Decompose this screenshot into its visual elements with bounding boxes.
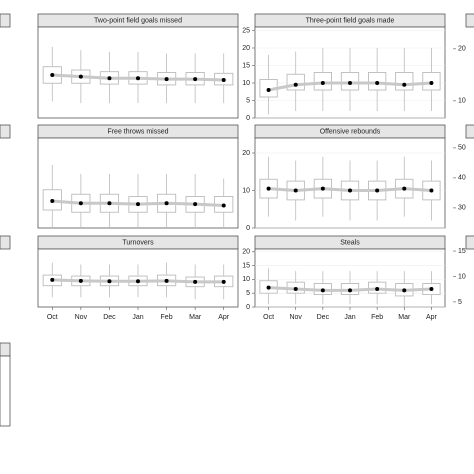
y-tick-label: 20 xyxy=(242,249,250,256)
mean-dot xyxy=(266,186,271,191)
mean-dot xyxy=(266,285,271,290)
mean-dot xyxy=(78,74,83,79)
partial-panel-header xyxy=(0,124,11,139)
mean-dot xyxy=(375,188,380,193)
x-tick-label: Feb xyxy=(371,314,383,321)
mean-dot xyxy=(293,82,298,87)
y-tick-label: 50 xyxy=(458,145,466,152)
mean-dot xyxy=(107,201,112,206)
x-tick-label: Oct xyxy=(47,314,58,321)
y-tick-label: 10 xyxy=(242,80,250,87)
partial-panel-header xyxy=(465,13,474,28)
x-tick-label: Jan xyxy=(132,314,143,321)
mean-dot xyxy=(402,186,407,191)
mean-dot xyxy=(429,287,434,292)
x-tick-label: Dec xyxy=(103,314,116,321)
y-tick-label: 15 xyxy=(458,248,466,255)
mean-dot xyxy=(429,188,434,193)
mean-dot xyxy=(164,201,169,206)
x-tick-label: Nov xyxy=(75,314,88,321)
mean-dot xyxy=(402,82,407,87)
mean-dot xyxy=(320,81,325,85)
x-tick-label: Mar xyxy=(398,314,411,321)
mean-dot xyxy=(107,279,112,284)
mean-dot xyxy=(429,81,434,85)
mean-dot xyxy=(348,288,352,293)
y-tick-label: 40 xyxy=(458,175,466,182)
mean-dot xyxy=(221,279,226,284)
mean-dot xyxy=(221,203,226,208)
x-tick-label: Apr xyxy=(218,314,230,321)
mean-dot xyxy=(320,288,325,293)
x-tick-label: Dec xyxy=(317,314,330,321)
partial-panel-header xyxy=(0,342,11,357)
box xyxy=(286,73,305,91)
mean-dot xyxy=(193,279,198,284)
mean-dot xyxy=(193,77,198,82)
y-tick-label: 5 xyxy=(458,299,462,306)
mean-dot xyxy=(164,77,169,82)
mean-dot xyxy=(293,188,298,193)
mean-dot xyxy=(348,81,352,85)
panel-title: Offensive rebounds xyxy=(320,128,381,135)
x-tick-label: Oct xyxy=(263,314,274,321)
y-tick-label: 0 xyxy=(246,115,250,122)
y-tick-label: 20 xyxy=(458,46,466,53)
y-tick-label: 10 xyxy=(458,273,466,280)
mean-dot xyxy=(193,202,198,207)
mean-dot xyxy=(375,81,380,85)
y-tick-label: 15 xyxy=(242,262,250,269)
y-tick-label: 10 xyxy=(242,276,250,283)
mean-dot xyxy=(293,287,298,292)
y-tick-label: 0 xyxy=(246,304,250,311)
mean-dot xyxy=(320,186,325,191)
mean-dot xyxy=(78,278,83,283)
y-tick-label: 15 xyxy=(242,62,250,69)
mean-dot xyxy=(136,279,140,284)
box xyxy=(395,72,414,91)
mean-dot xyxy=(50,277,55,282)
panel-title: Free throws missed xyxy=(107,128,168,135)
y-tick-label: 25 xyxy=(242,27,250,34)
y-tick-label: 20 xyxy=(242,45,250,52)
x-tick-label: Apr xyxy=(426,314,438,321)
y-tick-label: 10 xyxy=(458,98,466,105)
y-tick-label: 10 xyxy=(242,187,250,194)
mean-dot xyxy=(266,88,271,92)
y-tick-label: 0 xyxy=(246,225,250,232)
panel-title: Three-point field goals made xyxy=(306,17,395,24)
mean-dot xyxy=(375,287,380,292)
x-tick-label: Mar xyxy=(189,314,202,321)
partial-panel-header xyxy=(465,235,474,250)
mean-dot xyxy=(50,199,55,203)
mean-dot xyxy=(136,76,140,81)
mean-dot xyxy=(221,77,226,82)
mean-dot xyxy=(107,76,112,81)
mean-dot xyxy=(348,188,352,193)
partial-panel xyxy=(0,355,11,427)
panel-title: Steals xyxy=(340,239,360,246)
mean-dot xyxy=(164,278,169,283)
x-tick-label: Jan xyxy=(344,314,355,321)
y-tick-label: 5 xyxy=(246,290,250,297)
panel-title: Turnovers xyxy=(122,239,154,246)
y-tick-label: 20 xyxy=(242,150,250,157)
partial-panel-header xyxy=(0,13,11,28)
mean-dot xyxy=(50,72,55,77)
mean-dot xyxy=(402,288,407,293)
partial-panel-header xyxy=(0,235,11,250)
y-tick-label: 5 xyxy=(246,97,250,104)
x-tick-label: Nov xyxy=(289,314,302,321)
y-tick-label: 30 xyxy=(458,205,466,212)
mean-dot xyxy=(136,202,140,207)
partial-panel-header xyxy=(465,124,474,139)
mean-dot xyxy=(78,201,83,206)
x-tick-label: Feb xyxy=(161,314,173,321)
panel-title: Two-point field goals missed xyxy=(94,17,182,24)
